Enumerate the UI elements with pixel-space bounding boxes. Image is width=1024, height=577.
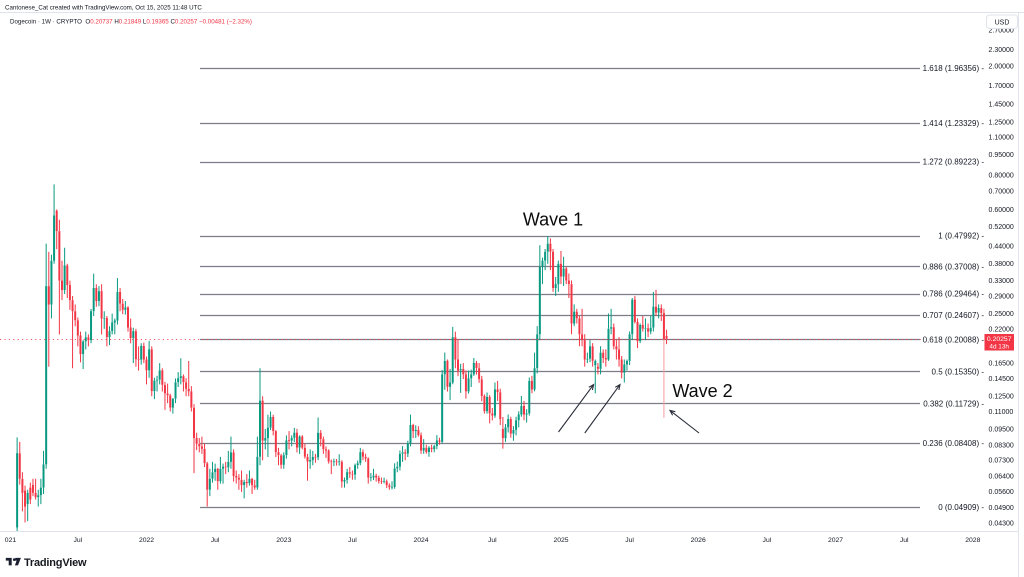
svg-text:0.06400: 0.06400 (989, 473, 1014, 480)
svg-text:1.45000: 1.45000 (989, 102, 1014, 109)
svg-text:Wave 2: Wave 2 (672, 381, 732, 401)
svg-text:1 (0.47992) -: 1 (0.47992) - (938, 232, 984, 241)
svg-text:2.00000: 2.00000 (989, 63, 1014, 70)
svg-text:0.52000: 0.52000 (989, 224, 1014, 231)
svg-text:Jul: Jul (763, 537, 772, 544)
svg-text:0.44000: 0.44000 (989, 244, 1014, 251)
svg-text:2022: 2022 (139, 537, 154, 544)
svg-text:2027: 2027 (828, 537, 843, 544)
svg-text:0.09500: 0.09500 (989, 426, 1014, 433)
svg-text:0.08300: 0.08300 (989, 442, 1014, 449)
svg-text:0.95000: 0.95000 (989, 152, 1014, 159)
svg-text:Jul: Jul (625, 537, 634, 544)
svg-text:0.12500: 0.12500 (989, 394, 1014, 401)
svg-text:2028: 2028 (965, 537, 980, 544)
svg-text:0.38000: 0.38000 (989, 261, 1014, 268)
svg-text:0.707 (0.24607) -: 0.707 (0.24607) - (923, 311, 985, 320)
svg-text:1.70000: 1.70000 (989, 83, 1014, 90)
svg-text:0 (0.04909) -: 0 (0.04909) - (938, 503, 984, 512)
svg-text:1.10000: 1.10000 (989, 135, 1014, 142)
svg-text:0.22000: 0.22000 (989, 326, 1014, 333)
svg-text:0.25000: 0.25000 (989, 311, 1014, 318)
svg-text:2025: 2025 (553, 537, 568, 544)
svg-text:0.11000: 0.11000 (989, 409, 1014, 416)
svg-text:2024: 2024 (413, 537, 428, 544)
svg-text:0.5 (0.15350) -: 0.5 (0.15350) - (932, 367, 985, 376)
svg-text:1.25000: 1.25000 (989, 119, 1014, 126)
svg-text:Jul: Jul (211, 537, 220, 544)
svg-text:0.04300: 0.04300 (989, 521, 1014, 528)
svg-text:0.886 (0.37008) -: 0.886 (0.37008) - (923, 263, 985, 272)
svg-text:0.60000: 0.60000 (989, 207, 1014, 214)
svg-text:2.70000: 2.70000 (989, 28, 1014, 35)
svg-text:0.236 (0.08408) -: 0.236 (0.08408) - (923, 439, 985, 448)
svg-text:Dogecoin · 1W · CRYPTO O0.207: Dogecoin · 1W · CRYPTO O0.20737 H0.21849… (10, 19, 252, 26)
svg-text:Wave 1: Wave 1 (523, 210, 583, 230)
svg-text:1.414 (1.23329) -: 1.414 (1.23329) - (923, 119, 985, 128)
svg-text:TradingView: TradingView (24, 557, 87, 569)
svg-text:021: 021 (5, 537, 17, 544)
svg-text:0.07300: 0.07300 (989, 458, 1014, 465)
svg-text:USD: USD (995, 19, 1010, 26)
svg-text:0.786 (0.29464) -: 0.786 (0.29464) - (923, 290, 985, 299)
svg-text:0.20257: 0.20257 (987, 336, 1012, 343)
svg-text:Jul: Jul (900, 537, 909, 544)
svg-text:2.30000: 2.30000 (989, 47, 1014, 54)
svg-text:2023: 2023 (276, 537, 291, 544)
svg-text:0.14500: 0.14500 (989, 376, 1014, 383)
svg-text:0.04900: 0.04900 (989, 505, 1014, 512)
svg-text:Jul: Jul (488, 537, 497, 544)
svg-text:1.272 (0.89223) -: 1.272 (0.89223) - (923, 158, 985, 167)
svg-text:0.29000: 0.29000 (989, 293, 1014, 300)
svg-text:0.16500: 0.16500 (989, 361, 1014, 368)
svg-text:Jul: Jul (348, 537, 357, 544)
svg-text:1.618 (1.96356) -: 1.618 (1.96356) - (923, 64, 985, 73)
svg-text:0.33000: 0.33000 (989, 278, 1014, 285)
svg-text:4d 13h: 4d 13h (989, 343, 1009, 350)
svg-text:Jul: Jul (73, 537, 82, 544)
svg-text:Cantonese_Cat created with Tra: Cantonese_Cat created with TradingView.c… (5, 5, 202, 12)
svg-text:0.70000: 0.70000 (989, 188, 1014, 195)
svg-text:0.382 (0.11729) -: 0.382 (0.11729) - (923, 399, 984, 408)
svg-text:0.05600: 0.05600 (989, 489, 1014, 496)
svg-text:2026: 2026 (691, 537, 706, 544)
svg-text:0.80000: 0.80000 (989, 173, 1014, 180)
svg-text:0.618 (0.20088) -: 0.618 (0.20088) - (923, 335, 985, 344)
